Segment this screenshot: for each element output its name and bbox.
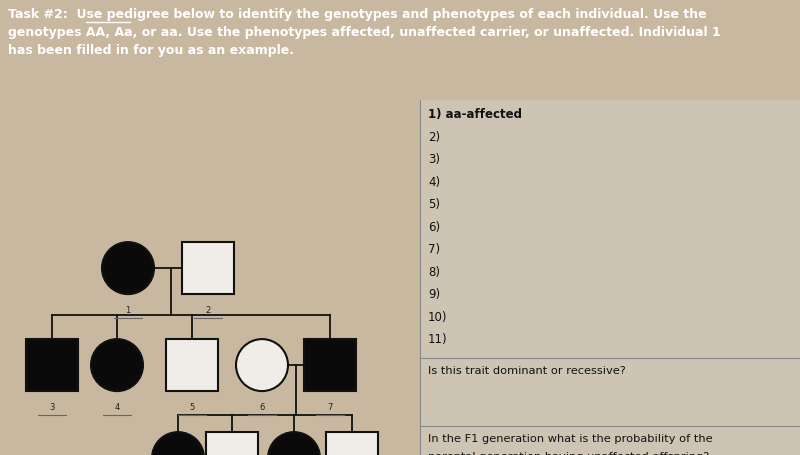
Ellipse shape xyxy=(102,242,154,294)
Text: 9): 9) xyxy=(428,288,440,301)
Bar xyxy=(26,339,78,391)
Text: In the F1 generation what is the probability of the: In the F1 generation what is the probabi… xyxy=(428,434,713,444)
Text: 1) aa-affected: 1) aa-affected xyxy=(428,108,522,121)
Bar xyxy=(182,242,234,294)
Text: 1: 1 xyxy=(126,306,130,315)
Bar xyxy=(304,339,356,391)
Text: 11): 11) xyxy=(428,333,448,346)
Text: has been filled in for you as an example.: has been filled in for you as an example… xyxy=(8,44,294,57)
Text: 3: 3 xyxy=(50,403,54,412)
Text: 4): 4) xyxy=(428,176,440,189)
Bar xyxy=(206,432,258,455)
Text: 8): 8) xyxy=(428,266,440,278)
Text: 2: 2 xyxy=(206,306,210,315)
Bar xyxy=(420,100,800,455)
Text: 5: 5 xyxy=(190,403,194,412)
Text: 7): 7) xyxy=(428,243,440,256)
Bar xyxy=(166,339,218,391)
Text: parental generation having unaffected offspring?: parental generation having unaffected of… xyxy=(428,452,710,455)
Text: 3): 3) xyxy=(428,153,440,166)
Text: 5): 5) xyxy=(428,198,440,211)
Text: Is this trait dominant or recessive?: Is this trait dominant or recessive? xyxy=(428,366,626,375)
Text: 7: 7 xyxy=(327,403,333,412)
Text: Task #2:  Use pedigree below to identify the genotypes and phenotypes of each in: Task #2: Use pedigree below to identify … xyxy=(8,8,706,21)
Text: 6: 6 xyxy=(259,403,265,412)
Text: 10): 10) xyxy=(428,311,447,324)
Bar xyxy=(326,432,378,455)
Text: 6): 6) xyxy=(428,221,440,233)
Ellipse shape xyxy=(268,432,320,455)
Ellipse shape xyxy=(152,432,204,455)
Ellipse shape xyxy=(236,339,288,391)
Ellipse shape xyxy=(91,339,143,391)
Text: 4: 4 xyxy=(114,403,120,412)
Text: genotypes AA, Aa, or aa. Use the phenotypes affected, unaffected carrier, or una: genotypes AA, Aa, or aa. Use the phenoty… xyxy=(8,26,721,39)
Text: 2): 2) xyxy=(428,131,440,144)
